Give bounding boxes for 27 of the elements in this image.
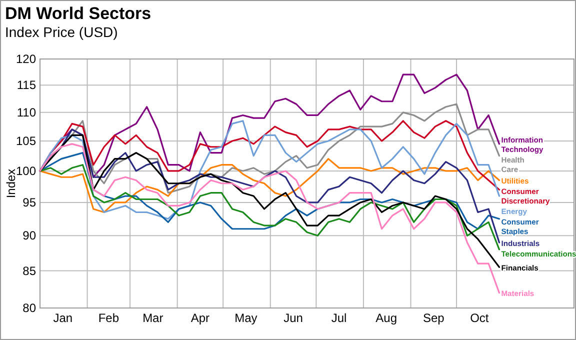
x-tick-label: Oct xyxy=(470,311,490,325)
line-series xyxy=(39,120,500,220)
chart-title: DM World Sectors xyxy=(5,4,152,23)
y-axis-title: Index xyxy=(4,168,18,198)
x-tick-label: Jan xyxy=(53,311,73,325)
y-tick-label: 80 xyxy=(22,301,36,315)
line-series xyxy=(39,134,500,268)
y-tick-label: 85 xyxy=(22,264,36,278)
line-series xyxy=(39,164,500,250)
x-tick-label: Mar xyxy=(142,311,164,325)
y-tick-label: 90 xyxy=(22,228,36,243)
line-series xyxy=(39,143,500,294)
y-tick-label: 120 xyxy=(16,52,36,66)
y-tick-label: 95 xyxy=(22,195,36,210)
x-tick-label: Sep xyxy=(422,311,445,325)
y-tick-label: 110 xyxy=(16,105,36,120)
x-tick-label: May xyxy=(234,311,258,325)
line-series xyxy=(39,158,500,214)
x-tick-label: Apr xyxy=(190,311,210,325)
chart-subtitle: Index Price (USD) xyxy=(5,24,118,40)
x-tick-label: Jul xyxy=(331,311,347,325)
x-tick-label: Aug xyxy=(376,311,398,325)
y-tick-label: 100 xyxy=(16,164,36,178)
y-tick-label: 105 xyxy=(16,134,36,148)
x-tick-label: Jun xyxy=(284,311,303,325)
x-tick-label: Feb xyxy=(98,311,120,325)
y-tick-label: 115 xyxy=(16,78,36,92)
